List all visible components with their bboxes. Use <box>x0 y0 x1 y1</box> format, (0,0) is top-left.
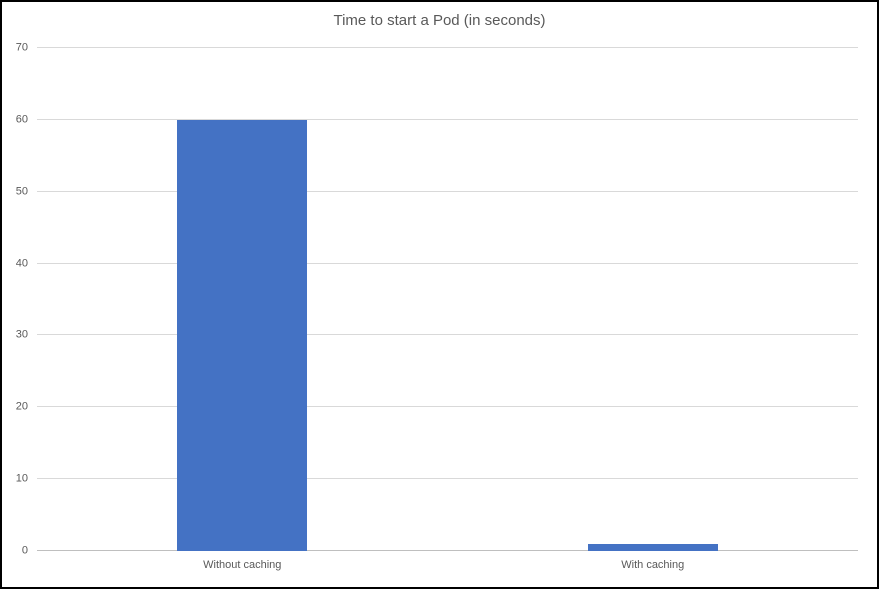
gridline <box>37 118 858 120</box>
gridline <box>37 334 858 336</box>
y-tick-label: 70 <box>15 41 28 54</box>
x-category-label: With caching <box>621 559 685 571</box>
gridline <box>37 406 858 408</box>
x-axis-line <box>37 550 858 551</box>
x-category-label: Without caching <box>203 559 282 571</box>
gridline <box>37 47 858 48</box>
y-tick-label: 30 <box>15 328 28 341</box>
y-tick-label: 10 <box>15 472 28 485</box>
bar-with-caching <box>587 543 718 551</box>
gridline <box>37 478 858 480</box>
gridline <box>37 262 858 264</box>
y-tick-label: 60 <box>15 113 28 126</box>
chart-title: Time to start a Pod (in seconds) <box>333 12 546 29</box>
y-tick-label: 50 <box>15 185 28 198</box>
y-tick-label: 40 <box>15 257 28 270</box>
gridline <box>37 190 858 192</box>
y-tick-label: 0 <box>21 544 28 557</box>
bar-without-caching <box>177 119 308 551</box>
y-tick-label: 20 <box>15 400 28 413</box>
plot-area: 0 10 20 30 40 50 60 70 Without caching With cachi… <box>16 42 858 571</box>
